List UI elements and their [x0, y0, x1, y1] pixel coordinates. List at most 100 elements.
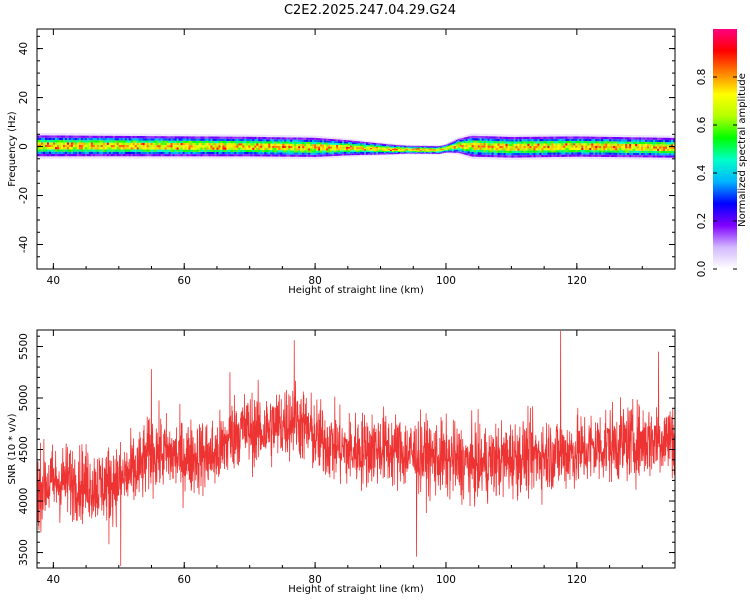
spectrogram-cell — [156, 154, 159, 157]
spectrogram-cell — [208, 156, 211, 159]
spectrogram-cell — [58, 144, 62, 148]
spectrogram-cell — [356, 142, 359, 145]
spectrogram-cell — [182, 136, 185, 139]
spectrogram-cell — [62, 153, 66, 157]
spectrogram-cell — [581, 147, 584, 151]
spectrogram-cell — [170, 140, 173, 143]
spectrogram-cell — [613, 154, 616, 158]
spectrogram-cell — [120, 133, 124, 136]
spectrogram-cell — [431, 150, 435, 152]
spectrogram-cell — [421, 151, 425, 152]
spectrogram-cell — [615, 157, 618, 160]
spectrogram-cell — [188, 138, 191, 141]
spectrogram-cell — [591, 154, 594, 157]
spectrogram-cell — [148, 156, 151, 159]
spectrogram-cell — [106, 151, 110, 154]
spectrogram-cell — [260, 143, 263, 146]
spectrogram-cell — [589, 150, 592, 153]
spectrogram-cell — [130, 156, 133, 159]
spectrogram-cell — [216, 136, 219, 139]
spectrogram-cell — [413, 152, 417, 154]
spectrogram-cell — [665, 155, 668, 158]
spectrogram-cell — [118, 140, 122, 143]
spectrogram-cell — [196, 156, 199, 159]
spectrogram-cell — [531, 136, 534, 140]
spectrogram-cell — [292, 150, 295, 153]
spectrogram-cell — [138, 140, 141, 143]
spectrogram-cell — [493, 141, 496, 144]
spectrogram-cell — [559, 154, 562, 157]
spectrogram-cell — [220, 143, 223, 146]
spectrogram-cell — [531, 152, 534, 156]
spectrogram-cell — [421, 150, 425, 152]
spectrogram-cell — [208, 151, 211, 155]
spectrogram-cell — [78, 137, 82, 141]
spectrogram-cell — [52, 147, 56, 150]
spectrogram-cell — [567, 136, 570, 139]
spectrogram-cell — [487, 136, 490, 139]
spectrogram-cell — [142, 151, 145, 155]
spectrogram-cell — [37, 140, 40, 143]
spectrogram-cell — [373, 152, 377, 154]
spectrogram-cell — [318, 154, 321, 157]
spectrogram-cell — [248, 141, 251, 144]
spectrogram-cell — [379, 150, 383, 153]
spectrogram-cell — [326, 152, 329, 155]
spectrogram-cell — [58, 149, 62, 152]
spectrogram-cell — [553, 143, 556, 146]
spectrogram-cell — [509, 155, 512, 158]
spectrogram-cell — [246, 136, 249, 139]
spectrogram-cell — [84, 149, 88, 152]
spectrogram-cell — [369, 146, 373, 148]
spectrogram-cell — [423, 145, 427, 147]
spectrogram-cell — [541, 136, 544, 139]
spectrogram-cell — [256, 139, 259, 142]
spectrogram-cell — [108, 135, 112, 139]
spectrogram-cell — [204, 134, 207, 137]
spectrogram-cell — [477, 138, 480, 141]
spectrogram-cell — [234, 141, 237, 144]
spectrogram-cell — [156, 138, 159, 141]
spectrogram-cell — [276, 156, 279, 159]
spectrogram-cell — [64, 153, 68, 157]
spectrogram-cell — [64, 151, 68, 154]
spectrogram-cell — [637, 157, 640, 160]
spectrogram-cell — [230, 138, 233, 142]
spectrogram-cell — [172, 134, 175, 137]
spectrogram-cell — [501, 152, 504, 156]
spectrogram-cell — [385, 147, 389, 149]
spectrogram-cell — [64, 137, 68, 141]
spectrogram-cell — [40, 137, 44, 141]
spectrogram-cell — [130, 138, 133, 141]
spectrogram-cell — [379, 147, 383, 149]
spectrogram-cell — [377, 149, 381, 151]
spectrogram-cell — [413, 145, 417, 147]
spectrogram-cell — [212, 134, 215, 137]
spectrogram-cell — [300, 146, 303, 149]
spectrogram-cell — [477, 156, 480, 160]
spectrogram-cell — [350, 145, 353, 148]
spectrogram-cell — [643, 157, 646, 160]
spectrogram-cell — [419, 145, 423, 146]
spectrogram-cell — [116, 133, 120, 136]
spectrogram-cell — [413, 151, 417, 153]
spectrogram-cell — [246, 156, 249, 159]
spectrogram-cell — [316, 146, 319, 149]
spectrogram-cell — [194, 149, 197, 152]
spectrogram-cell — [48, 142, 52, 145]
spectrogram-cell — [375, 154, 379, 156]
spectrogram-cell — [134, 135, 137, 139]
spectrogram-cell — [579, 134, 582, 137]
spectrogram-cell — [240, 145, 243, 148]
spectrogram-cell — [665, 146, 668, 149]
spectrogram-cell — [132, 154, 135, 157]
spectrogram-cell — [308, 154, 311, 157]
spectrogram-cell — [37, 156, 40, 159]
spectrogram-cell — [37, 144, 40, 147]
spectrogram-cell — [597, 145, 600, 148]
spectrogram-cell — [493, 147, 496, 151]
spectrogram-cell — [132, 133, 135, 136]
spectrogram-cell — [655, 142, 658, 145]
spectrogram-cell — [463, 146, 466, 149]
spectrogram-cell — [98, 153, 102, 157]
